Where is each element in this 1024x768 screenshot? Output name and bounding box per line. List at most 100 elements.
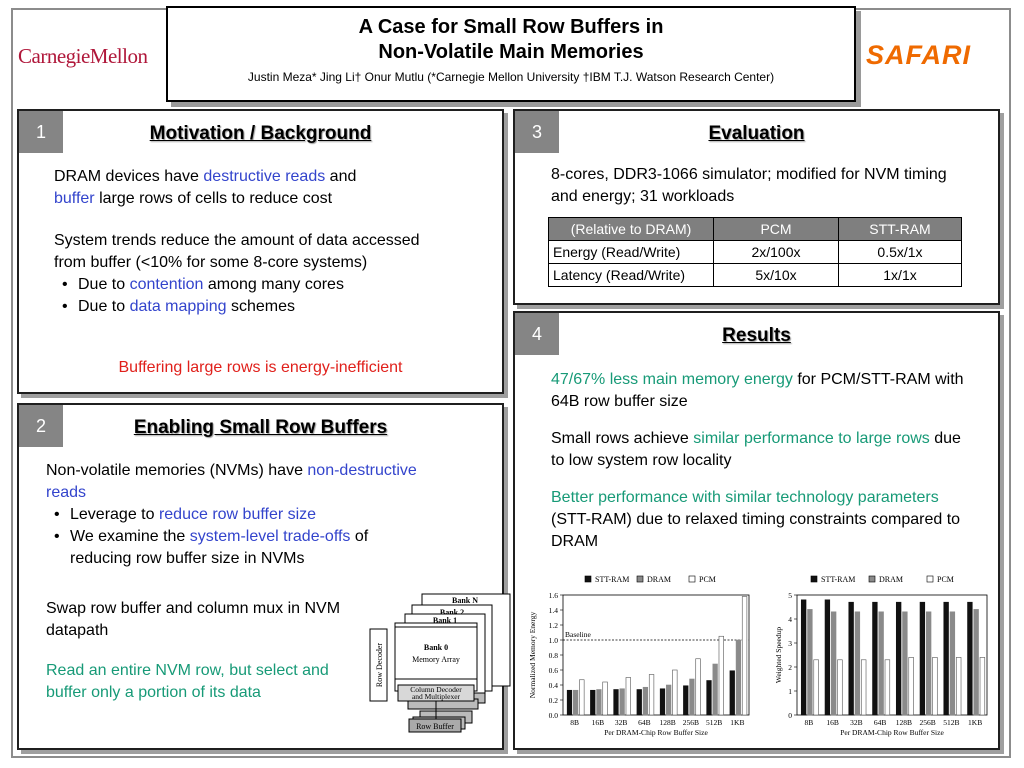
- legend-label: PCM: [699, 575, 716, 584]
- title-line-1: A Case for Small Row Buffers in: [358, 16, 664, 38]
- bar: [636, 689, 642, 716]
- bar: [925, 611, 932, 716]
- result-energy: 47/67% less main memory energy for PCM/S…: [551, 371, 964, 410]
- evaluation-text: 8-cores, DDR3-1066 simulator; modified f…: [551, 166, 947, 205]
- x-tick-label: 256B: [683, 718, 699, 727]
- motivation-conclusion: Buffering large rows is energy-inefficie…: [118, 359, 403, 376]
- x-tick-label: 512B: [706, 718, 722, 727]
- x-tick-label: 1KB: [730, 718, 744, 727]
- row-buffer-label: Row Buffer: [416, 722, 454, 731]
- section-number: 1: [19, 111, 63, 153]
- bar: [642, 686, 649, 716]
- table-header-cell: PCM: [713, 217, 839, 241]
- section-number: 4: [515, 313, 559, 355]
- column-decoder-label: Column Decoder: [410, 685, 462, 694]
- bar: [672, 669, 678, 716]
- bar: [735, 639, 742, 716]
- multiplexer-label: and Multiplexer: [412, 692, 461, 701]
- y-tick-label: 5: [788, 591, 792, 600]
- table-cell: 0.5x/1x: [838, 240, 962, 264]
- x-tick-label: 128B: [659, 718, 675, 727]
- authors: Justin Meza* Jing Li† Onur Mutlu (*Carne…: [247, 70, 775, 84]
- motivation-p2: System trends reduce the amount of data …: [54, 232, 420, 271]
- table-cell: 1x/1x: [838, 263, 962, 287]
- bar: [718, 635, 724, 716]
- table-header-row: (Relative to DRAM) PCM STT-RAM: [548, 217, 962, 241]
- legend-swatch: [810, 575, 818, 583]
- legend-label: DRAM: [647, 575, 671, 584]
- bar: [695, 658, 701, 716]
- bar: [712, 663, 718, 716]
- x-tick-label: 16B: [826, 718, 839, 727]
- y-axis-label: Weighted Speedup: [774, 627, 783, 684]
- table-header-cell: (Relative to DRAM): [548, 217, 714, 241]
- motivation-bullets: Due to contention among many cores Due t…: [54, 274, 454, 318]
- x-axis-label: Per DRAM-Chip Row Buffer Size: [604, 728, 708, 737]
- bar: [566, 689, 573, 716]
- bar: [666, 684, 672, 716]
- poster-title: A Case for Small Row Buffers in Non-Vola…: [168, 15, 854, 65]
- panel-motivation: 1 Motivation / Background DRAM devices h…: [17, 109, 504, 394]
- legend-swatch: [868, 575, 876, 583]
- y-tick-label: 3: [788, 639, 792, 648]
- title-box: A Case for Small Row Buffers in Non-Vola…: [166, 6, 856, 102]
- bar: [854, 611, 861, 716]
- legend-swatch: [688, 575, 696, 583]
- y-tick-label: 1: [788, 687, 792, 696]
- legend-swatch: [584, 575, 592, 583]
- y-tick-label: 0.0: [549, 711, 559, 720]
- x-tick-label: 512B: [943, 718, 959, 727]
- bar: [860, 659, 867, 716]
- legend-label: PCM: [937, 575, 954, 584]
- bar: [648, 674, 655, 716]
- bullet-contention: Due to contention among many cores: [54, 274, 454, 296]
- bar: [848, 601, 854, 716]
- x-tick-label: 32B: [850, 718, 863, 727]
- bullet-leverage: Leverage to reduce row buffer size: [46, 504, 426, 526]
- section-title: Motivation / Background: [149, 123, 372, 144]
- bar: [895, 601, 902, 716]
- y-tick-label: 1.2: [549, 621, 559, 630]
- nvm-datapath-diagram: Bank N · · Bank 2 Bank 1 Row Decoder Ban…: [369, 593, 511, 733]
- x-tick-label: 16B: [592, 718, 605, 727]
- y-tick-label: 0.8: [549, 651, 559, 660]
- bar: [979, 657, 986, 716]
- bar: [884, 659, 891, 716]
- motivation-text: DRAM devices have destructive reads and …: [54, 166, 454, 318]
- legend-label: DRAM: [879, 575, 903, 584]
- motivation-p1: DRAM devices have destructive reads and …: [54, 168, 357, 207]
- bar: [579, 679, 585, 716]
- table-cell: 2x/100x: [713, 240, 839, 264]
- nvm-bullets: Leverage to reduce row buffer size We ex…: [46, 504, 426, 570]
- row-decoder-box: [369, 628, 388, 702]
- y-tick-label: 4: [788, 615, 792, 624]
- bank-1-label: Bank 1: [433, 616, 457, 625]
- result-technology: Better performance with similar technolo…: [551, 489, 961, 550]
- table-cell: 5x/10x: [713, 263, 839, 287]
- row-buffer-box: [408, 718, 462, 733]
- y-tick-label: 0.4: [549, 681, 559, 690]
- bar: [619, 688, 625, 716]
- panel-evaluation: 3 Evaluation 8-cores, DDR3-1066 simulato…: [513, 109, 1000, 305]
- panel-small-row-buffers: 2 Enabling Small Row Buffers Non-volatil…: [17, 403, 511, 750]
- result-performance: Small rows achieve similar performance t…: [551, 430, 961, 469]
- energy-chart: STT-RAM DRAM PCM 0.0 0.2 0.4 0.6 0.8 1.0 1.2 1.4 1.…: [528, 575, 750, 737]
- y-tick-label: 0: [788, 711, 792, 720]
- section-title: Enabling Small Row Buffers: [133, 417, 388, 438]
- bar: [932, 657, 938, 716]
- memory-array-box: [394, 626, 478, 680]
- bar: [837, 659, 843, 716]
- bar: [902, 611, 908, 716]
- y-tick-label: 1.4: [549, 606, 559, 615]
- legend-swatch: [926, 575, 934, 583]
- bar: [729, 670, 735, 716]
- speedup-chart: STT-RAM DRAM PCM 0 1 2 3 4 5 Weighted Speedup 8B 16…: [774, 575, 988, 737]
- bar: [602, 681, 608, 716]
- evaluation-table: (Relative to DRAM) PCM STT-RAM Energy (R…: [548, 217, 962, 287]
- x-tick-label: 8B: [570, 718, 579, 727]
- bank-2-label: Bank 2: [440, 608, 464, 617]
- table-cell: Energy (Read/Write): [548, 240, 714, 264]
- table-cell: Latency (Read/Write): [548, 263, 714, 287]
- results-text: 47/67% less main memory energy for PCM/S…: [551, 369, 971, 553]
- cmu-logo: CarnegieMellon: [18, 44, 148, 68]
